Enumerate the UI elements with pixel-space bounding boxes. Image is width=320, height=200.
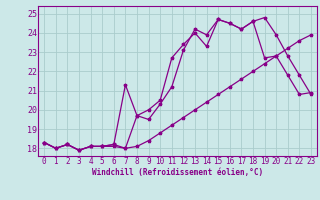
X-axis label: Windchill (Refroidissement éolien,°C): Windchill (Refroidissement éolien,°C) — [92, 168, 263, 177]
